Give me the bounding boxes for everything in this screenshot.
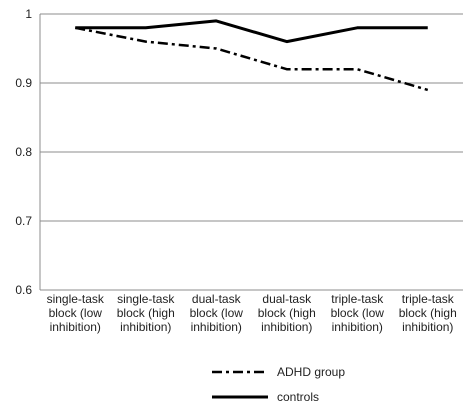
series-lines [75,19,429,92]
x-category-label-line: inhibition) [261,320,312,334]
x-category-label-line: block (high [399,306,457,320]
x-axis-categories: single-task block (low inhibition)single-t… [47,292,457,334]
x-category-label: dual-task block (low inhibition) [190,292,244,334]
y-tick-label: 1 [25,7,32,21]
x-category-label-line: block (low [49,306,103,320]
y-tick-label: 0.8 [15,145,32,159]
x-category-label-line: single-task [117,292,175,306]
y-tick-label: 0.6 [15,283,32,297]
legend: ADHD group controls [212,365,345,404]
x-category-label-line: dual-task [192,292,242,306]
x-category-label-line: triple-task [402,292,455,306]
series-line-0 [75,26,429,92]
y-tick-label: 0.9 [15,76,32,90]
series-line-1 [75,19,428,44]
legend-label: controls [277,390,319,404]
x-category-label-line: block (low [331,306,385,320]
legend-label: ADHD group [277,365,345,379]
y-tick-label: 0.7 [15,214,32,228]
x-category-label-line: inhibition) [50,320,101,334]
x-category-label: dual-task block (high inhibition) [258,292,316,334]
x-category-label-line: inhibition) [120,320,171,334]
x-category-label-line: block (high [258,306,316,320]
x-category-label: single-task block (low inhibition) [47,292,105,334]
x-category-label-line: inhibition) [402,320,453,334]
x-category-label-line: block (high [117,306,175,320]
x-category-label-line: inhibition) [191,320,242,334]
x-category-label-line: block (low [190,306,244,320]
x-category-label: triple-task block (low inhibition) [331,292,385,334]
x-category-label-line: triple-task [331,292,384,306]
y-axis-ticks: 0.6 0.7 0.8 0.9 1 [15,7,32,297]
x-category-label-line: dual-task [262,292,312,306]
x-category-label: single-task block (high inhibition) [117,292,176,334]
x-category-label-line: single-task [47,292,105,306]
x-category-label-line: inhibition) [332,320,383,334]
x-category-label: triple-task block (high inhibition) [399,292,457,334]
gridlines [39,13,463,291]
